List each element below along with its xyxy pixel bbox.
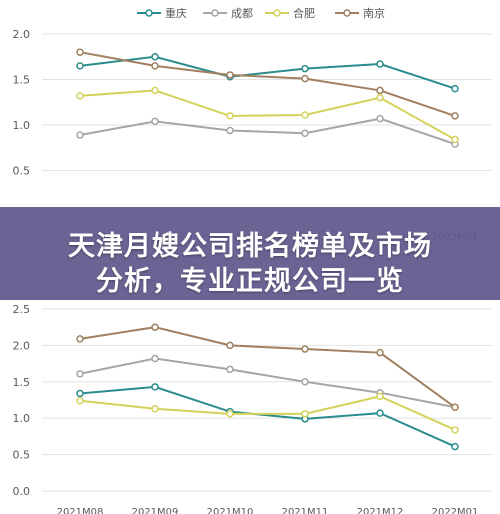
data-point [301,74,309,83]
y-tick-label: 1.5 [13,376,31,389]
data-point [301,111,309,119]
legend-label: 南京 [363,6,385,20]
data-point [301,410,309,418]
x-tick-label: 2021M09 [132,507,179,514]
series-line [79,385,456,448]
legend-marker [343,9,351,17]
banner-title-line-1: 天津月嫂公司排名榜单及市场 [68,231,432,262]
data-point [76,131,84,139]
banner-title-line-2: 分析，专业正规公司一览 [96,266,404,297]
y-tick-label: 1.0 [13,412,31,425]
data-point [226,112,234,120]
data-point [76,389,84,398]
series-line [79,51,456,117]
x-tick-label: 2021M12 [357,507,404,514]
data-point [376,93,384,102]
data-point [301,378,309,386]
data-point [301,129,309,137]
y-tick-label: 2.5 [13,303,31,316]
legend-marker [145,9,153,17]
data-point [76,62,84,70]
data-point [376,60,384,68]
x-tick-label: 2021M11 [282,507,329,514]
x-tick-label: 2022M01 [432,507,479,514]
data-point [226,71,234,79]
series-line [79,89,456,141]
data-point [451,426,459,434]
data-point [226,410,234,418]
data-point [376,392,384,401]
data-point [451,135,459,144]
y-tick-label: 1.5 [13,74,31,87]
legend-marker [273,9,281,17]
data-point [151,383,159,391]
legend-label: 重庆 [165,6,187,20]
series-line [79,117,456,146]
data-point [76,396,84,405]
series-line [79,357,456,409]
title-banner: 天津月嫂公司排名榜单及市场 分析，专业正规公司一览 [0,207,500,300]
data-point [301,64,309,73]
data-point [151,354,159,363]
data-point [226,365,234,374]
data-point [376,114,384,123]
data-point [451,442,459,451]
series-line [79,326,456,409]
y-tick-label: 2.0 [13,28,31,41]
data-point [451,403,459,412]
data-point [451,84,459,93]
data-point [151,62,159,70]
x-tick-label: 2021M10 [207,507,254,514]
data-point [151,323,159,331]
legend-label: 成都 [231,7,253,20]
data-point [451,112,459,120]
data-point [151,117,159,126]
legend-marker [211,9,219,17]
y-tick-label: 1.0 [13,119,31,132]
y-tick-label: 0.0 [13,485,31,498]
chart-bottom: 2.5 2.0 1.5 1.0 0.5 0.0 2021M08 2021M09 2021M10 2… [13,303,492,514]
series-line [79,395,456,431]
data-point [376,86,384,95]
legend-label: 合肥 [293,6,315,20]
data-point [151,86,159,95]
data-point [376,409,384,417]
y-tick-label: 2.0 [13,339,31,352]
data-point [151,404,159,413]
data-point [76,48,84,56]
data-point [76,335,84,343]
data-point [76,92,84,100]
y-tick-label: 0.5 [13,449,31,462]
data-point [226,341,234,350]
data-point [376,348,384,357]
data-point [301,345,309,353]
x-tick-label: 2021M08 [57,507,104,514]
series-line [79,55,456,90]
data-point [76,370,84,378]
chart-top: 2.01.51.00.52022M01重庆成都合肥南京 [13,6,492,243]
data-point [226,126,234,135]
data-point [151,53,159,61]
y-tick-label: 0.5 [13,165,31,178]
